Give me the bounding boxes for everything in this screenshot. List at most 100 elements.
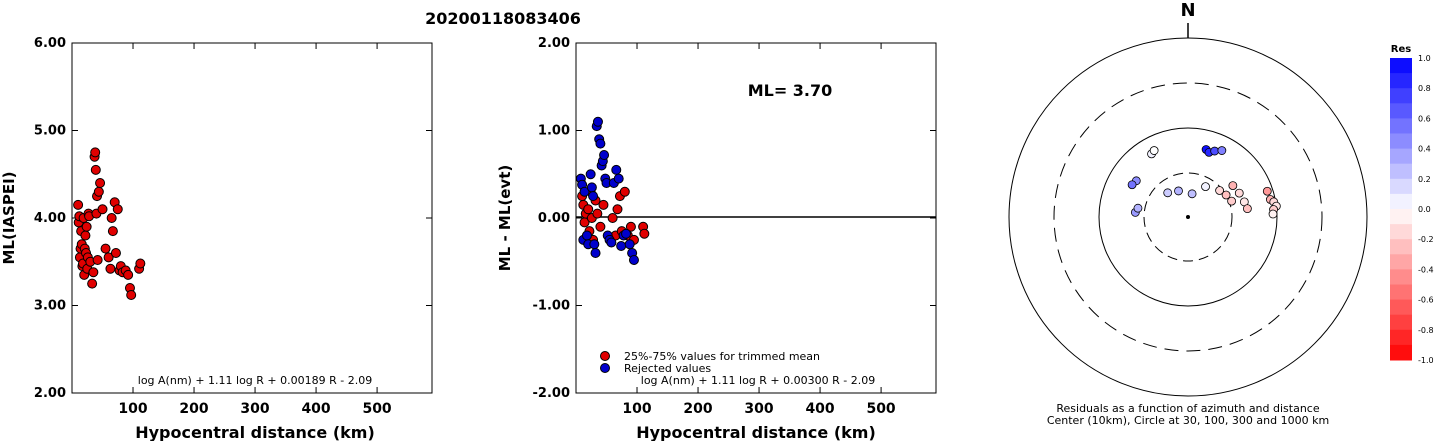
residual-colorbar: Res 1.0 0.8 0.6 0.4 0.2 0.0 -0.2 -0.4 -0.6 -0.8 -1… — [1390, 44, 1434, 365]
plot2-point — [606, 237, 617, 248]
plot2-point — [598, 199, 609, 210]
polar-point — [1215, 186, 1224, 195]
plot2-point — [592, 208, 603, 219]
colorbar-tick-label: -0.2 — [1418, 235, 1434, 244]
plot2-point — [625, 221, 636, 232]
colorbar-cell — [1390, 224, 1412, 240]
plot2-point — [592, 116, 603, 127]
colorbar-tick-label: 0.0 — [1418, 205, 1431, 214]
plot1-frame — [71, 42, 433, 394]
colorbar-cell — [1390, 314, 1412, 331]
plot2-point — [616, 241, 627, 251]
plot1-xtick-label: 100 — [118, 401, 147, 417]
circle-30km — [1143, 172, 1233, 262]
plot1-point — [123, 269, 134, 280]
polar-point — [1221, 190, 1231, 200]
colorbar-tick-label: -0.6 — [1418, 296, 1434, 305]
center-point — [1186, 215, 1190, 219]
polar-point — [1174, 186, 1183, 196]
plot2-point — [624, 239, 635, 250]
ml-annotation: ML= 3.70 — [748, 81, 833, 100]
polar-point — [1201, 182, 1210, 192]
plot2-point — [611, 164, 622, 175]
plot2-point — [639, 228, 650, 239]
colorbar-tick-label: 0.6 — [1418, 114, 1431, 123]
plot1-xlabel: Hypocentral distance (km) — [135, 423, 375, 441]
plot1-ytick-label: 3.00 — [34, 299, 66, 314]
colorbar-cell — [1390, 58, 1412, 74]
plot-residual-vs-distance: -2.00 -1.00 0.00 1.00 2.00 100 200 300 400 500 M… — [496, 36, 937, 441]
plot2-ytick-label: 1.00 — [538, 124, 570, 139]
polar-point — [1262, 186, 1272, 196]
colorbar-cell — [1390, 163, 1412, 180]
plot2-xtick-label: 200 — [683, 401, 712, 417]
figure-title: 20200118083406 — [425, 9, 581, 28]
circle-300km — [1053, 82, 1323, 352]
colorbar-cell — [1390, 299, 1412, 316]
plot1-point — [97, 204, 108, 215]
plot1-point — [135, 258, 146, 269]
colorbar-title: Res — [1391, 44, 1411, 55]
plot1-xtick-label: 500 — [362, 401, 391, 417]
plot1-point — [73, 199, 84, 210]
plot1-ytick-label: 4.00 — [34, 211, 66, 226]
polar-point — [1187, 189, 1197, 199]
plot2-point — [613, 173, 624, 184]
polar-point — [1242, 204, 1252, 214]
plot2-point — [619, 186, 630, 197]
plot2-point — [621, 228, 632, 239]
colorbar-tick-label: 0.8 — [1418, 84, 1431, 93]
plot2-point — [595, 221, 606, 232]
plot1-point — [110, 248, 121, 258]
colorbar-tick-label: 0.2 — [1418, 175, 1431, 184]
plot1-point — [87, 278, 98, 289]
plot1-formula: log A(nm) + 1.11 log R + 0.00189 R - 2.0… — [138, 374, 372, 387]
plot1-ytick-label: 6.00 — [34, 36, 66, 51]
legend-label-trimmed: 25%-75% values for trimmed mean — [624, 350, 820, 363]
polar-caption-line2: Center (10km), Circle at 30, 100, 300 an… — [1047, 414, 1329, 427]
plot1-ytick-label: 5.00 — [34, 124, 66, 139]
plot2-point — [583, 204, 594, 215]
colorbar-cell — [1390, 269, 1412, 285]
colorbar-cell — [1390, 178, 1412, 195]
plot1-point — [81, 221, 92, 232]
colorbar-tick-label: 1.0 — [1418, 54, 1431, 63]
plot1-point — [93, 186, 104, 197]
colorbar-cell — [1390, 254, 1412, 270]
polar-point — [1217, 146, 1227, 155]
plot1-point — [90, 147, 101, 158]
plot1-point — [90, 164, 101, 175]
plot2-xtick-label: 400 — [805, 401, 834, 417]
colorbar-tick-label: -0.4 — [1418, 265, 1434, 274]
polar-point — [1127, 180, 1137, 190]
plot1-ytick-label: 2.00 — [34, 386, 66, 401]
circle-100km — [1098, 127, 1278, 307]
polar-point — [1227, 196, 1237, 206]
plot1-point — [106, 213, 117, 223]
plot1-point — [80, 230, 91, 241]
plot1-xtick-label: 400 — [301, 401, 330, 417]
legend-marker-trimmed — [600, 351, 610, 361]
plot1-point — [105, 263, 116, 274]
plot2-ytick-label: 2.00 — [538, 36, 570, 51]
colorbar-cell — [1390, 284, 1412, 301]
colorbar-cell — [1390, 118, 1412, 134]
plot1-ylabel: ML(IASPEI) — [0, 171, 18, 264]
colorbar-cell — [1390, 88, 1412, 104]
colorbar-cell — [1390, 239, 1412, 255]
legend-label-rejected: Rejected values — [624, 362, 711, 375]
plot1-point — [92, 255, 103, 265]
polar-point — [1268, 209, 1278, 219]
plot2-xtick-label: 500 — [866, 401, 895, 417]
plot2-point — [607, 213, 618, 223]
plot2-point — [595, 138, 606, 149]
colorbar-cell — [1390, 73, 1412, 89]
polar-point — [1210, 146, 1220, 156]
colorbar-cell — [1390, 133, 1412, 150]
polar-point — [1163, 188, 1173, 198]
plot2-xtick-label: 100 — [622, 401, 651, 417]
plot1-point — [107, 226, 118, 237]
plot2-xtick-label: 300 — [744, 401, 773, 417]
plot2-xlabel: Hypocentral distance (km) — [636, 423, 876, 441]
